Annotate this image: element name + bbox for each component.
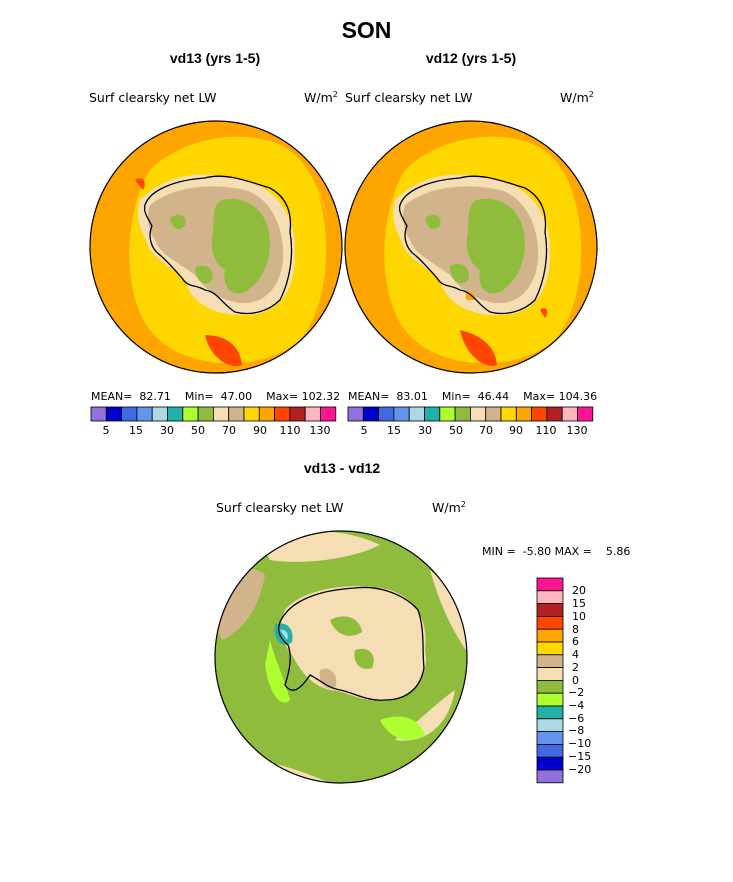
colorbar-swatch bbox=[536, 744, 564, 758]
tick-label: 30 bbox=[418, 424, 432, 437]
colorbar-swatch bbox=[320, 406, 337, 422]
tick-label: 110 bbox=[535, 424, 557, 437]
map-border bbox=[89, 120, 343, 374]
tick-label: 90 bbox=[509, 424, 523, 437]
stats-diff: MIN = -5.80 MAX = 5.86 bbox=[482, 545, 631, 558]
colorbar-swatch bbox=[536, 705, 564, 720]
tick-label: 20 bbox=[572, 584, 586, 597]
colorbar-swatch bbox=[536, 692, 564, 707]
tick-label: −20 bbox=[568, 763, 592, 776]
tick-label: 4 bbox=[572, 648, 579, 661]
colorbar-swatch bbox=[536, 590, 564, 604]
tick-label: −6 bbox=[568, 712, 585, 725]
tick-label: 50 bbox=[449, 424, 463, 437]
colorbar-swatch bbox=[536, 577, 564, 592]
antarctica-coastline bbox=[143, 175, 293, 315]
tick-label: 70 bbox=[479, 424, 493, 437]
map-border bbox=[214, 530, 468, 784]
colorbar-swatch bbox=[536, 654, 564, 668]
panel-title-vd12: vd12 (yrs 1-5) bbox=[425, 50, 517, 66]
tick-label: 15 bbox=[387, 424, 401, 437]
tick-label: 5 bbox=[360, 424, 368, 437]
region-interior bbox=[211, 198, 270, 294]
colorbar-swatch bbox=[536, 756, 564, 771]
colorbar-swatch bbox=[536, 628, 564, 643]
tick-label: −15 bbox=[568, 750, 592, 763]
tick-label: 50 bbox=[191, 424, 205, 437]
tick-label: −4 bbox=[568, 699, 585, 712]
antarctica-coastline bbox=[278, 586, 425, 701]
colorbar-swatch bbox=[536, 616, 564, 630]
units-label-vd13: W/m2 bbox=[304, 90, 338, 106]
stats-vd13: MEAN= 82.71 Min= 47.00 Max= 102.32 bbox=[91, 390, 341, 403]
region-interior bbox=[466, 198, 525, 294]
units-label-diff: W/m2 bbox=[432, 500, 466, 516]
tick-label: 110 bbox=[279, 424, 301, 437]
tick-label: −8 bbox=[568, 724, 585, 737]
tick-label: 0 bbox=[572, 674, 579, 687]
colorbar-swatch bbox=[536, 667, 564, 681]
figure-title: SON bbox=[341, 17, 392, 43]
units-label-vd12: W/m2 bbox=[560, 90, 594, 106]
panel-title-vd13: vd13 (yrs 1-5) bbox=[169, 50, 261, 66]
tick-label: 2 bbox=[572, 661, 579, 674]
tick-label: 8 bbox=[572, 623, 579, 636]
tick-label: 130 bbox=[566, 424, 588, 437]
field-label-vd13: Surf clearsky net LW bbox=[89, 90, 217, 105]
tick-label: 6 bbox=[572, 635, 579, 648]
tick-label: 15 bbox=[572, 597, 586, 610]
panel-title-diff: vd13 - vd12 bbox=[303, 460, 381, 476]
colorbar-swatch bbox=[536, 731, 564, 745]
region-antarctica-near-zero bbox=[280, 586, 426, 702]
tick-label: 15 bbox=[129, 424, 143, 437]
colorbar-swatch bbox=[577, 406, 594, 422]
colorbar-swatch bbox=[536, 718, 564, 732]
stats-vd12: MEAN= 83.01 Min= 46.44 Max= 104.36 bbox=[348, 390, 598, 403]
field-label-diff: Surf clearsky net LW bbox=[216, 500, 344, 515]
tick-label: −2 bbox=[568, 686, 585, 699]
field-label-vd12: Surf clearsky net LW bbox=[345, 90, 473, 105]
tick-label: 10 bbox=[572, 610, 586, 623]
tick-label: 30 bbox=[160, 424, 174, 437]
region-max bbox=[205, 335, 242, 367]
tick-label: 130 bbox=[309, 424, 331, 437]
tick-label: 70 bbox=[222, 424, 236, 437]
colorbar-swatch bbox=[536, 769, 564, 784]
colorbar-swatch bbox=[536, 641, 564, 656]
colorbar-swatch bbox=[536, 603, 564, 617]
antarctica-coastline bbox=[398, 175, 548, 315]
map-border bbox=[344, 120, 598, 374]
tick-label: 5 bbox=[102, 424, 110, 437]
region-max bbox=[460, 330, 497, 366]
tick-label: 90 bbox=[253, 424, 267, 437]
colorbar-swatch bbox=[536, 680, 564, 694]
tick-label: −10 bbox=[568, 737, 592, 750]
